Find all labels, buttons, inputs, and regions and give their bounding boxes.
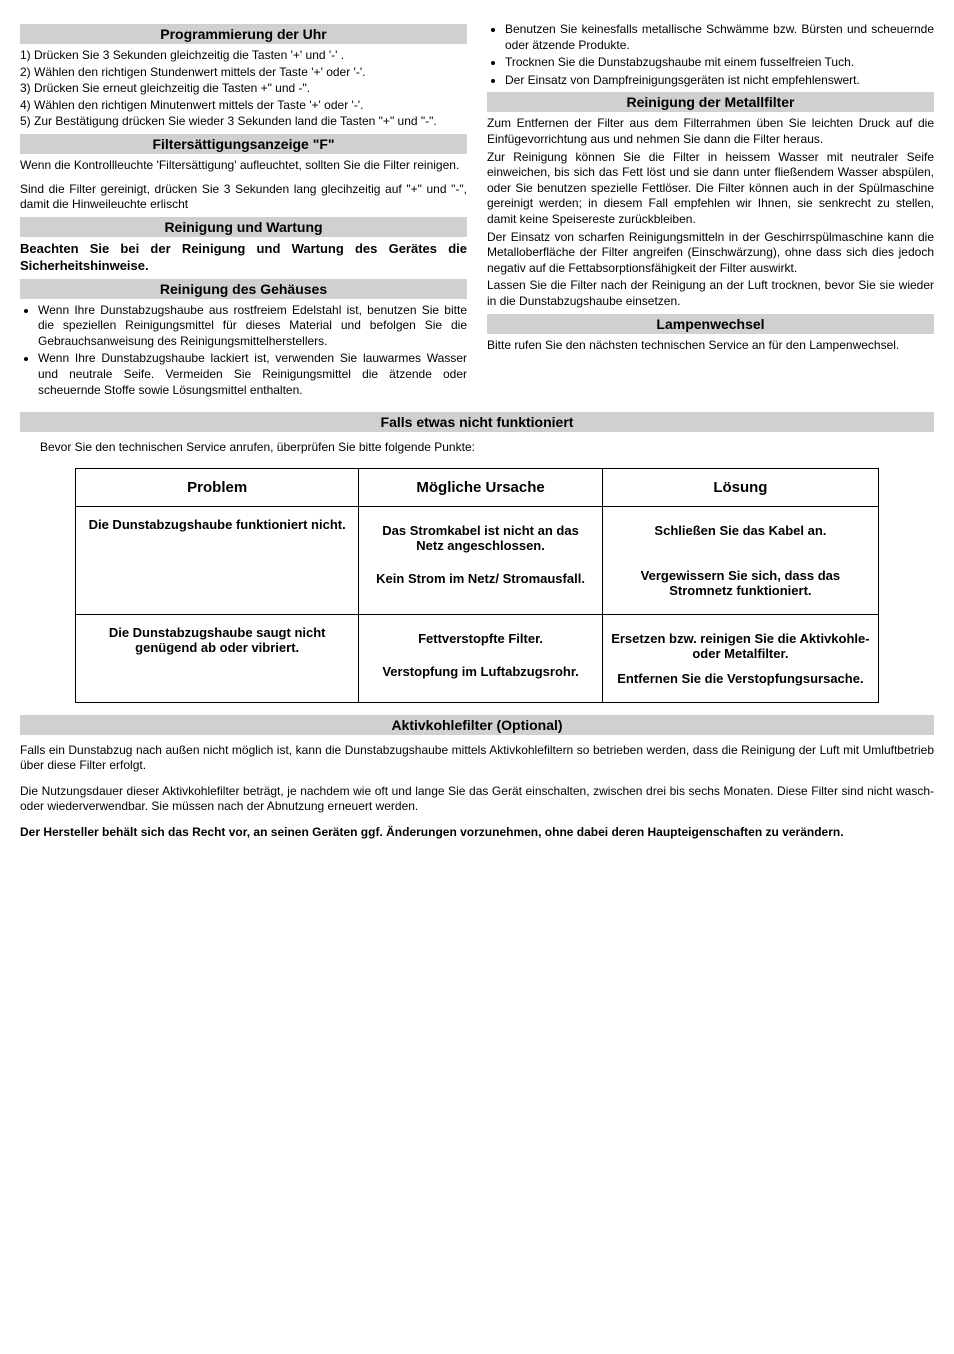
header-clock-programming: Programmierung der Uhr: [20, 24, 467, 44]
cell-solution-2: Ersetzen bzw. reinigen Sie die Aktivkohl…: [602, 614, 879, 702]
table-row: Die Dunstabzugshaube saugt nicht genügen…: [75, 614, 878, 702]
cell-cause-2: Fettverstopfte Filter. Verstopfung im Lu…: [359, 614, 602, 702]
case-cleaning-list: Wenn Ihre Dunstabzugshaube aus rostfreie…: [20, 303, 467, 399]
filter-text-b: Sind die Filter gereinigt, drücken Sie 3…: [20, 182, 467, 213]
metal-filter-p1: Zum Entfernen der Filter aus dem Filterr…: [487, 116, 934, 147]
safety-note: Beachten Sie bei der Reinigung und Wartu…: [20, 241, 467, 275]
cleaning-warnings-list: Benutzen Sie keinesfalls metallische Sch…: [487, 22, 934, 88]
list-item: Benutzen Sie keinesfalls metallische Sch…: [505, 22, 934, 53]
header-case-cleaning: Reinigung des Gehäuses: [20, 279, 467, 299]
step-5: 5) Zur Bestätigung drücken Sie wieder 3 …: [20, 114, 467, 130]
list-item: Trocknen Sie die Dunstabzugshaube mit ei…: [505, 55, 934, 71]
cause-2a: Fettverstopfte Filter.: [367, 631, 593, 646]
carbon-filter-p1: Falls ein Dunstabzug nach außen nicht mö…: [20, 743, 934, 774]
th-solution: Lösung: [602, 468, 879, 506]
solution-2a: Ersetzen bzw. reinigen Sie die Aktivkohl…: [611, 631, 871, 661]
cell-problem-2: Die Dunstabzugshaube saugt nicht genügen…: [75, 614, 359, 702]
right-column: Benutzen Sie keinesfalls metallische Sch…: [487, 20, 934, 400]
cause-2b: Verstopfung im Luftabzugsrohr.: [367, 664, 593, 679]
list-item: Der Einsatz von Dampfreinigungsgeräten i…: [505, 73, 934, 89]
solution-1b: Vergewissern Sie sich, dass das Stromnet…: [611, 568, 871, 598]
header-filter-indicator: Filtersättigungsanzeige "F": [20, 134, 467, 154]
filter-text-a: Wenn die Kontrollleuchte 'Filtersättigun…: [20, 158, 467, 174]
header-carbon-filter: Aktivkohlefilter (Optional): [20, 715, 934, 735]
troubleshoot-intro: Bevor Sie den technischen Service anrufe…: [40, 440, 914, 456]
cell-problem-1: Die Dunstabzugshaube funktioniert nicht.: [75, 506, 359, 614]
cause-1a: Das Stromkabel ist nicht an das Netz ang…: [367, 523, 593, 553]
solution-1a: Schließen Sie das Kabel an.: [611, 523, 871, 538]
solution-2b: Entfernen Sie die Verstopfungsursache.: [611, 671, 871, 686]
left-column: Programmierung der Uhr 1) Drücken Sie 3 …: [20, 20, 467, 400]
header-metal-filter: Reinigung der Metallfilter: [487, 92, 934, 112]
cause-1b: Kein Strom im Netz/ Stromausfall.: [367, 571, 593, 586]
clock-steps: 1) Drücken Sie 3 Sekunden gleichzeitig d…: [20, 48, 467, 130]
step-2: 2) Wählen den richtigen Stundenwert mitt…: [20, 65, 467, 81]
lamp-change-text: Bitte rufen Sie den nächsten technischen…: [487, 338, 934, 354]
cell-cause-1: Das Stromkabel ist nicht an das Netz ang…: [359, 506, 602, 614]
metal-filter-p3: Der Einsatz von scharfen Reinigungsmitte…: [487, 230, 934, 277]
step-4: 4) Wählen den richtigen Minutenwert mitt…: [20, 98, 467, 114]
list-item: Wenn Ihre Dunstabzugshaube aus rostfreie…: [38, 303, 467, 350]
troubleshoot-table: Problem Mögliche Ursache Lösung Die Duns…: [75, 468, 879, 703]
list-item: Wenn Ihre Dunstabzugshaube lackiert ist,…: [38, 351, 467, 398]
header-lamp-change: Lampenwechsel: [487, 314, 934, 334]
two-column-layout: Programmierung der Uhr 1) Drücken Sie 3 …: [20, 20, 934, 400]
manufacturer-note: Der Hersteller behält sich das Recht vor…: [20, 825, 934, 841]
metal-filter-p2: Zur Reinigung können Sie die Filter in h…: [487, 150, 934, 228]
th-cause: Mögliche Ursache: [359, 468, 602, 506]
table-header-row: Problem Mögliche Ursache Lösung: [75, 468, 878, 506]
header-troubleshoot: Falls etwas nicht funktioniert: [20, 412, 934, 432]
header-cleaning-maintenance: Reinigung und Wartung: [20, 217, 467, 237]
carbon-filter-p2: Die Nutzungsdauer dieser Aktivkohlefilte…: [20, 784, 934, 815]
cell-solution-1: Schließen Sie das Kabel an. Vergewissern…: [602, 506, 879, 614]
th-problem: Problem: [75, 468, 359, 506]
metal-filter-p4: Lassen Sie die Filter nach der Reinigung…: [487, 278, 934, 309]
table-row: Die Dunstabzugshaube funktioniert nicht.…: [75, 506, 878, 614]
step-3: 3) Drücken Sie erneut gleichzeitig die T…: [20, 81, 467, 97]
step-1: 1) Drücken Sie 3 Sekunden gleichzeitig d…: [20, 48, 467, 64]
